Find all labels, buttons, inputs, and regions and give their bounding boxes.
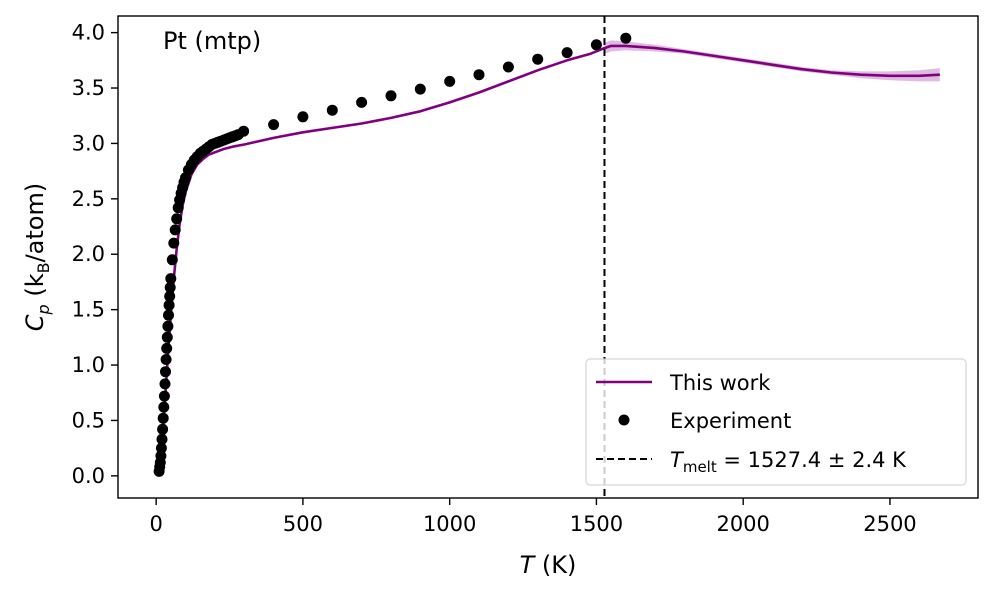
- experiment-point: [473, 69, 485, 81]
- x-axis-ticks: 0 500 1000 1500 2000 2500: [149, 498, 917, 536]
- experiment-point: [385, 90, 397, 102]
- legend-box: [585, 358, 967, 486]
- x-tick-label: 0: [149, 512, 162, 536]
- experiment-point: [166, 254, 178, 266]
- experiment-points-layer: [153, 32, 632, 477]
- y-tick-label: 2.5: [72, 187, 105, 211]
- legend-melt-subscript: melt: [683, 458, 717, 476]
- experiment-point: [297, 111, 309, 123]
- experiment-point: [163, 299, 175, 311]
- experiment-point: [590, 39, 602, 51]
- legend-melt-label: Tmelt = 1527.4 ± 2.4 K: [670, 448, 907, 476]
- uncertainty-band-layer: [604, 40, 940, 82]
- experiment-point: [620, 32, 632, 44]
- experiment-point: [156, 433, 168, 445]
- x-tick-label: 2500: [863, 512, 916, 536]
- experiment-point: [561, 47, 573, 59]
- legend-melt-value: = 1527.4 ± 2.4 K: [717, 448, 907, 472]
- y-tick-label: 0.5: [72, 408, 105, 432]
- experiment-point: [171, 213, 183, 225]
- experiment-point: [158, 401, 170, 413]
- experiment-point: [160, 366, 171, 378]
- experiment-point: [268, 119, 280, 131]
- legend-melt-t: T: [670, 448, 685, 472]
- x-axis-variable: T: [520, 551, 537, 579]
- y-label-b-subscript: B: [34, 262, 53, 273]
- y-label-unit-close: /atom): [21, 183, 49, 263]
- experiment-point: [502, 61, 514, 73]
- experiment-point: [165, 273, 177, 285]
- legend-experiment-marker: [618, 414, 630, 426]
- experiment-point: [414, 83, 426, 95]
- x-tick-label: 2000: [716, 512, 769, 536]
- experiment-point: [356, 96, 368, 108]
- legend-this-work-label: This work: [669, 371, 771, 395]
- experiment-point: [164, 290, 176, 302]
- experiment-point: [155, 442, 167, 454]
- y-label-c: C: [21, 314, 49, 331]
- experiment-point: [168, 237, 180, 249]
- y-tick-label: 3.0: [72, 131, 105, 155]
- experiment-point: [444, 75, 456, 87]
- x-axis-unit: (K): [534, 551, 576, 579]
- legend-experiment-label: Experiment: [670, 409, 791, 433]
- y-tick-label: 0.0: [72, 464, 105, 488]
- experiment-point: [169, 224, 181, 236]
- experiment-point: [159, 378, 171, 390]
- legend: This work Experiment Tmelt = 1527.4 ± 2.…: [585, 358, 967, 486]
- experiment-point: [532, 53, 544, 65]
- y-label-k-open: (k: [21, 273, 49, 304]
- y-axis-label: Cp (kB/atom): [21, 183, 53, 331]
- y-label-p-subscript: p: [34, 304, 53, 315]
- x-axis-label: T (K): [520, 551, 577, 579]
- experiment-point: [164, 282, 176, 293]
- experiment-point: [161, 342, 173, 354]
- experiment-point: [157, 412, 169, 424]
- x-tick-label: 1500: [570, 512, 623, 536]
- experiment-point: [326, 104, 338, 116]
- x-tick-label: 500: [283, 512, 323, 536]
- plot-frame: [117, 15, 979, 499]
- experiment-point: [163, 309, 174, 321]
- experiment-point: [158, 390, 170, 402]
- this-work-uncertainty-band: [604, 40, 940, 82]
- y-tick-label: 4.0: [72, 21, 105, 45]
- experiment-point: [157, 423, 169, 435]
- experiment-point: [160, 354, 172, 365]
- y-tick-label: 1.5: [72, 298, 105, 322]
- y-axis-ticks: 0.0 0.5 1.0 1.5 2.0 2.5 3.0 3.5 4.0: [72, 21, 118, 488]
- material-annotation: Pt (mtp): [163, 27, 261, 55]
- experiment-point: [155, 450, 167, 462]
- experiment-point: [162, 320, 174, 332]
- experiment-point: [161, 331, 173, 343]
- y-tick-label: 1.0: [72, 353, 105, 377]
- experiment-point: [238, 125, 250, 137]
- y-tick-label: 2.0: [72, 242, 105, 266]
- y-tick-label: 3.5: [72, 76, 105, 100]
- x-tick-label: 1000: [423, 512, 476, 536]
